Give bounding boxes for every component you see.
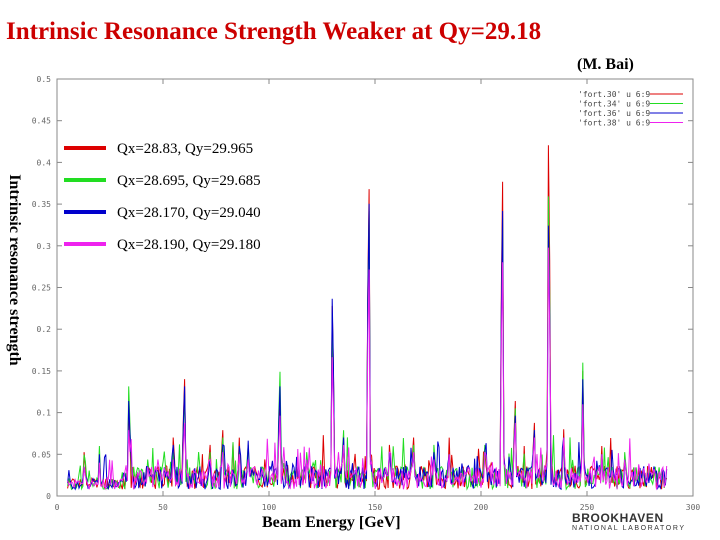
x-tick-label: 200 <box>474 503 489 512</box>
slide-title: Intrinsic Resonance Strength Weaker at Q… <box>6 18 542 45</box>
y-tick-label: 0.1 <box>37 409 52 418</box>
x-tick-label: 250 <box>580 503 595 512</box>
legend-label: Qx=28.695, Qy=29.685 <box>117 173 261 189</box>
y-tick-label: 0 <box>46 492 51 501</box>
y-tick-label: 0.5 <box>37 75 52 84</box>
y-tick-label: 0.25 <box>32 284 51 293</box>
legend-label: Qx=28.170, Qy=29.040 <box>117 205 261 221</box>
legend-label: Qx=28.190, Qy=29.180 <box>117 237 261 253</box>
y-tick-label: 0.45 <box>32 117 51 126</box>
x-tick-label: 150 <box>368 503 383 512</box>
key-label: 'fort.30' u 6:9 <box>578 90 650 99</box>
y-tick-label: 0.2 <box>37 325 52 334</box>
y-axis-label: Intrinsic resonance strength <box>6 174 23 366</box>
key-label: 'fort.36' u 6:9 <box>578 109 650 118</box>
y-tick-label: 0.3 <box>37 242 52 251</box>
x-axis-label: Beam Energy [GeV] <box>262 514 401 531</box>
y-tick-label: 0.15 <box>32 367 51 376</box>
x-tick-label: 0 <box>55 503 60 512</box>
logo-line1: BROOKHAVEN <box>572 511 664 525</box>
key-label: 'fort.38' u 6:9 <box>578 119 650 128</box>
series-line-4 <box>67 247 668 491</box>
y-tick-label: 0.4 <box>37 158 52 167</box>
legend-label: Qx=28.83, Qy=29.965 <box>117 141 253 157</box>
y-tick-label: 0.05 <box>32 450 51 459</box>
y-tick-label: 0.35 <box>32 200 51 209</box>
x-tick-label: 50 <box>158 503 168 512</box>
key-label: 'fort.34' u 6:9 <box>578 100 650 109</box>
logo-line2: NATIONAL LABORATORY <box>572 525 686 532</box>
brookhaven-logo: BROOKHAVEN NATIONAL LABORATORY <box>572 512 687 532</box>
author-credit: (M. Bai) <box>577 56 634 73</box>
x-tick-label: 100 <box>262 503 277 512</box>
x-tick-label: 300 <box>686 503 701 512</box>
